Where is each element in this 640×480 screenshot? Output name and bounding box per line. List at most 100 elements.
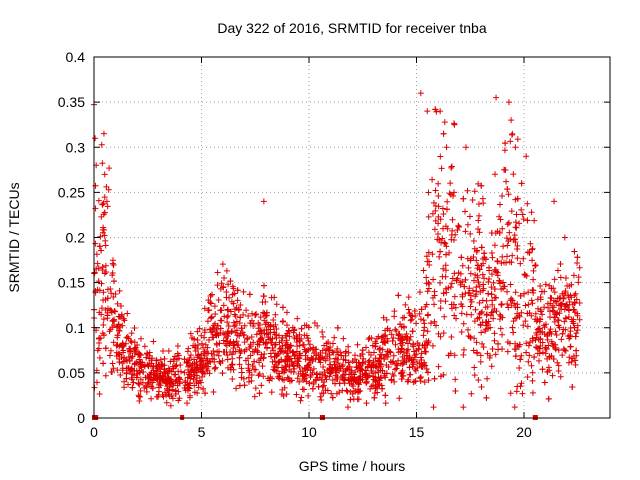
data-point [529, 245, 536, 252]
data-point [315, 355, 322, 362]
data-point [328, 390, 335, 397]
data-point [435, 180, 442, 187]
data-point [190, 376, 197, 383]
data-point [503, 235, 510, 242]
data-point [208, 313, 215, 320]
data-point [112, 308, 119, 315]
data-point [363, 374, 370, 381]
data-point [177, 368, 184, 375]
data-point [435, 203, 442, 210]
data-point [183, 358, 190, 365]
data-point [528, 209, 535, 216]
data-point [287, 342, 294, 349]
data-point [468, 298, 475, 305]
data-point [424, 288, 431, 295]
data-point [210, 325, 217, 332]
data-point [441, 119, 448, 126]
data-point [479, 308, 486, 315]
data-point [211, 351, 218, 358]
data-point [117, 371, 124, 378]
data-point [135, 380, 142, 387]
data-point [255, 320, 262, 327]
data-point [564, 302, 571, 309]
data-point [141, 363, 148, 370]
data-point [101, 209, 108, 216]
data-point [479, 271, 486, 278]
data-point [519, 390, 526, 397]
data-point [504, 348, 511, 355]
data-point [437, 297, 444, 304]
data-point [284, 374, 291, 381]
data-point [514, 195, 521, 202]
data-point [572, 361, 579, 368]
data-point [238, 365, 245, 372]
data-point [537, 283, 544, 290]
data-point [467, 292, 474, 299]
data-point [417, 378, 424, 385]
data-point [121, 378, 128, 385]
data-point [517, 292, 524, 299]
data-point [439, 205, 446, 212]
data-point [371, 394, 378, 401]
data-point [245, 313, 252, 320]
data-point [281, 367, 288, 374]
data-point [294, 334, 301, 341]
data-point [418, 363, 425, 370]
data-point [405, 376, 412, 383]
data-point [546, 330, 553, 337]
data-point [546, 353, 553, 360]
data-point [359, 347, 366, 354]
data-point [225, 307, 232, 314]
data-point [548, 338, 555, 345]
data-point [169, 386, 176, 393]
data-point [558, 306, 565, 313]
data-point [102, 262, 109, 269]
data-point [124, 333, 131, 340]
data-point [229, 361, 236, 368]
data-point [211, 365, 218, 372]
data-point [371, 390, 378, 397]
data-point [478, 244, 485, 251]
data-point [424, 108, 431, 115]
data-point [155, 384, 162, 391]
data-point [458, 301, 465, 308]
data-point [412, 365, 419, 372]
data-point [513, 314, 520, 321]
data-point [104, 203, 111, 210]
data-point [99, 229, 106, 236]
data-point [366, 334, 373, 341]
data-point [484, 375, 491, 382]
data-point [306, 380, 313, 387]
data-point [288, 358, 295, 365]
data-point [395, 349, 402, 356]
data-point [92, 135, 99, 142]
data-point [431, 292, 438, 299]
data-point [171, 371, 178, 378]
data-point [104, 295, 111, 302]
data-point [208, 329, 215, 336]
data-point [432, 187, 439, 194]
data-point [293, 348, 300, 355]
data-point [252, 385, 259, 392]
data-point [507, 390, 514, 397]
data-point [320, 363, 327, 370]
data-point [430, 276, 437, 283]
data-point [170, 356, 177, 363]
data-point [236, 354, 243, 361]
data-point [536, 357, 543, 364]
data-point [397, 360, 404, 367]
data-point [420, 267, 427, 274]
data-point [435, 363, 442, 370]
data-point [531, 262, 538, 269]
data-point [184, 374, 191, 381]
data-point [225, 312, 232, 319]
data-point [549, 307, 556, 314]
data-point [535, 336, 542, 343]
data-point [497, 280, 503, 287]
data-point [247, 352, 254, 359]
data-point [512, 289, 519, 296]
data-point [452, 376, 459, 383]
data-point [236, 319, 243, 326]
data-point [576, 299, 583, 306]
data-point [112, 291, 119, 298]
